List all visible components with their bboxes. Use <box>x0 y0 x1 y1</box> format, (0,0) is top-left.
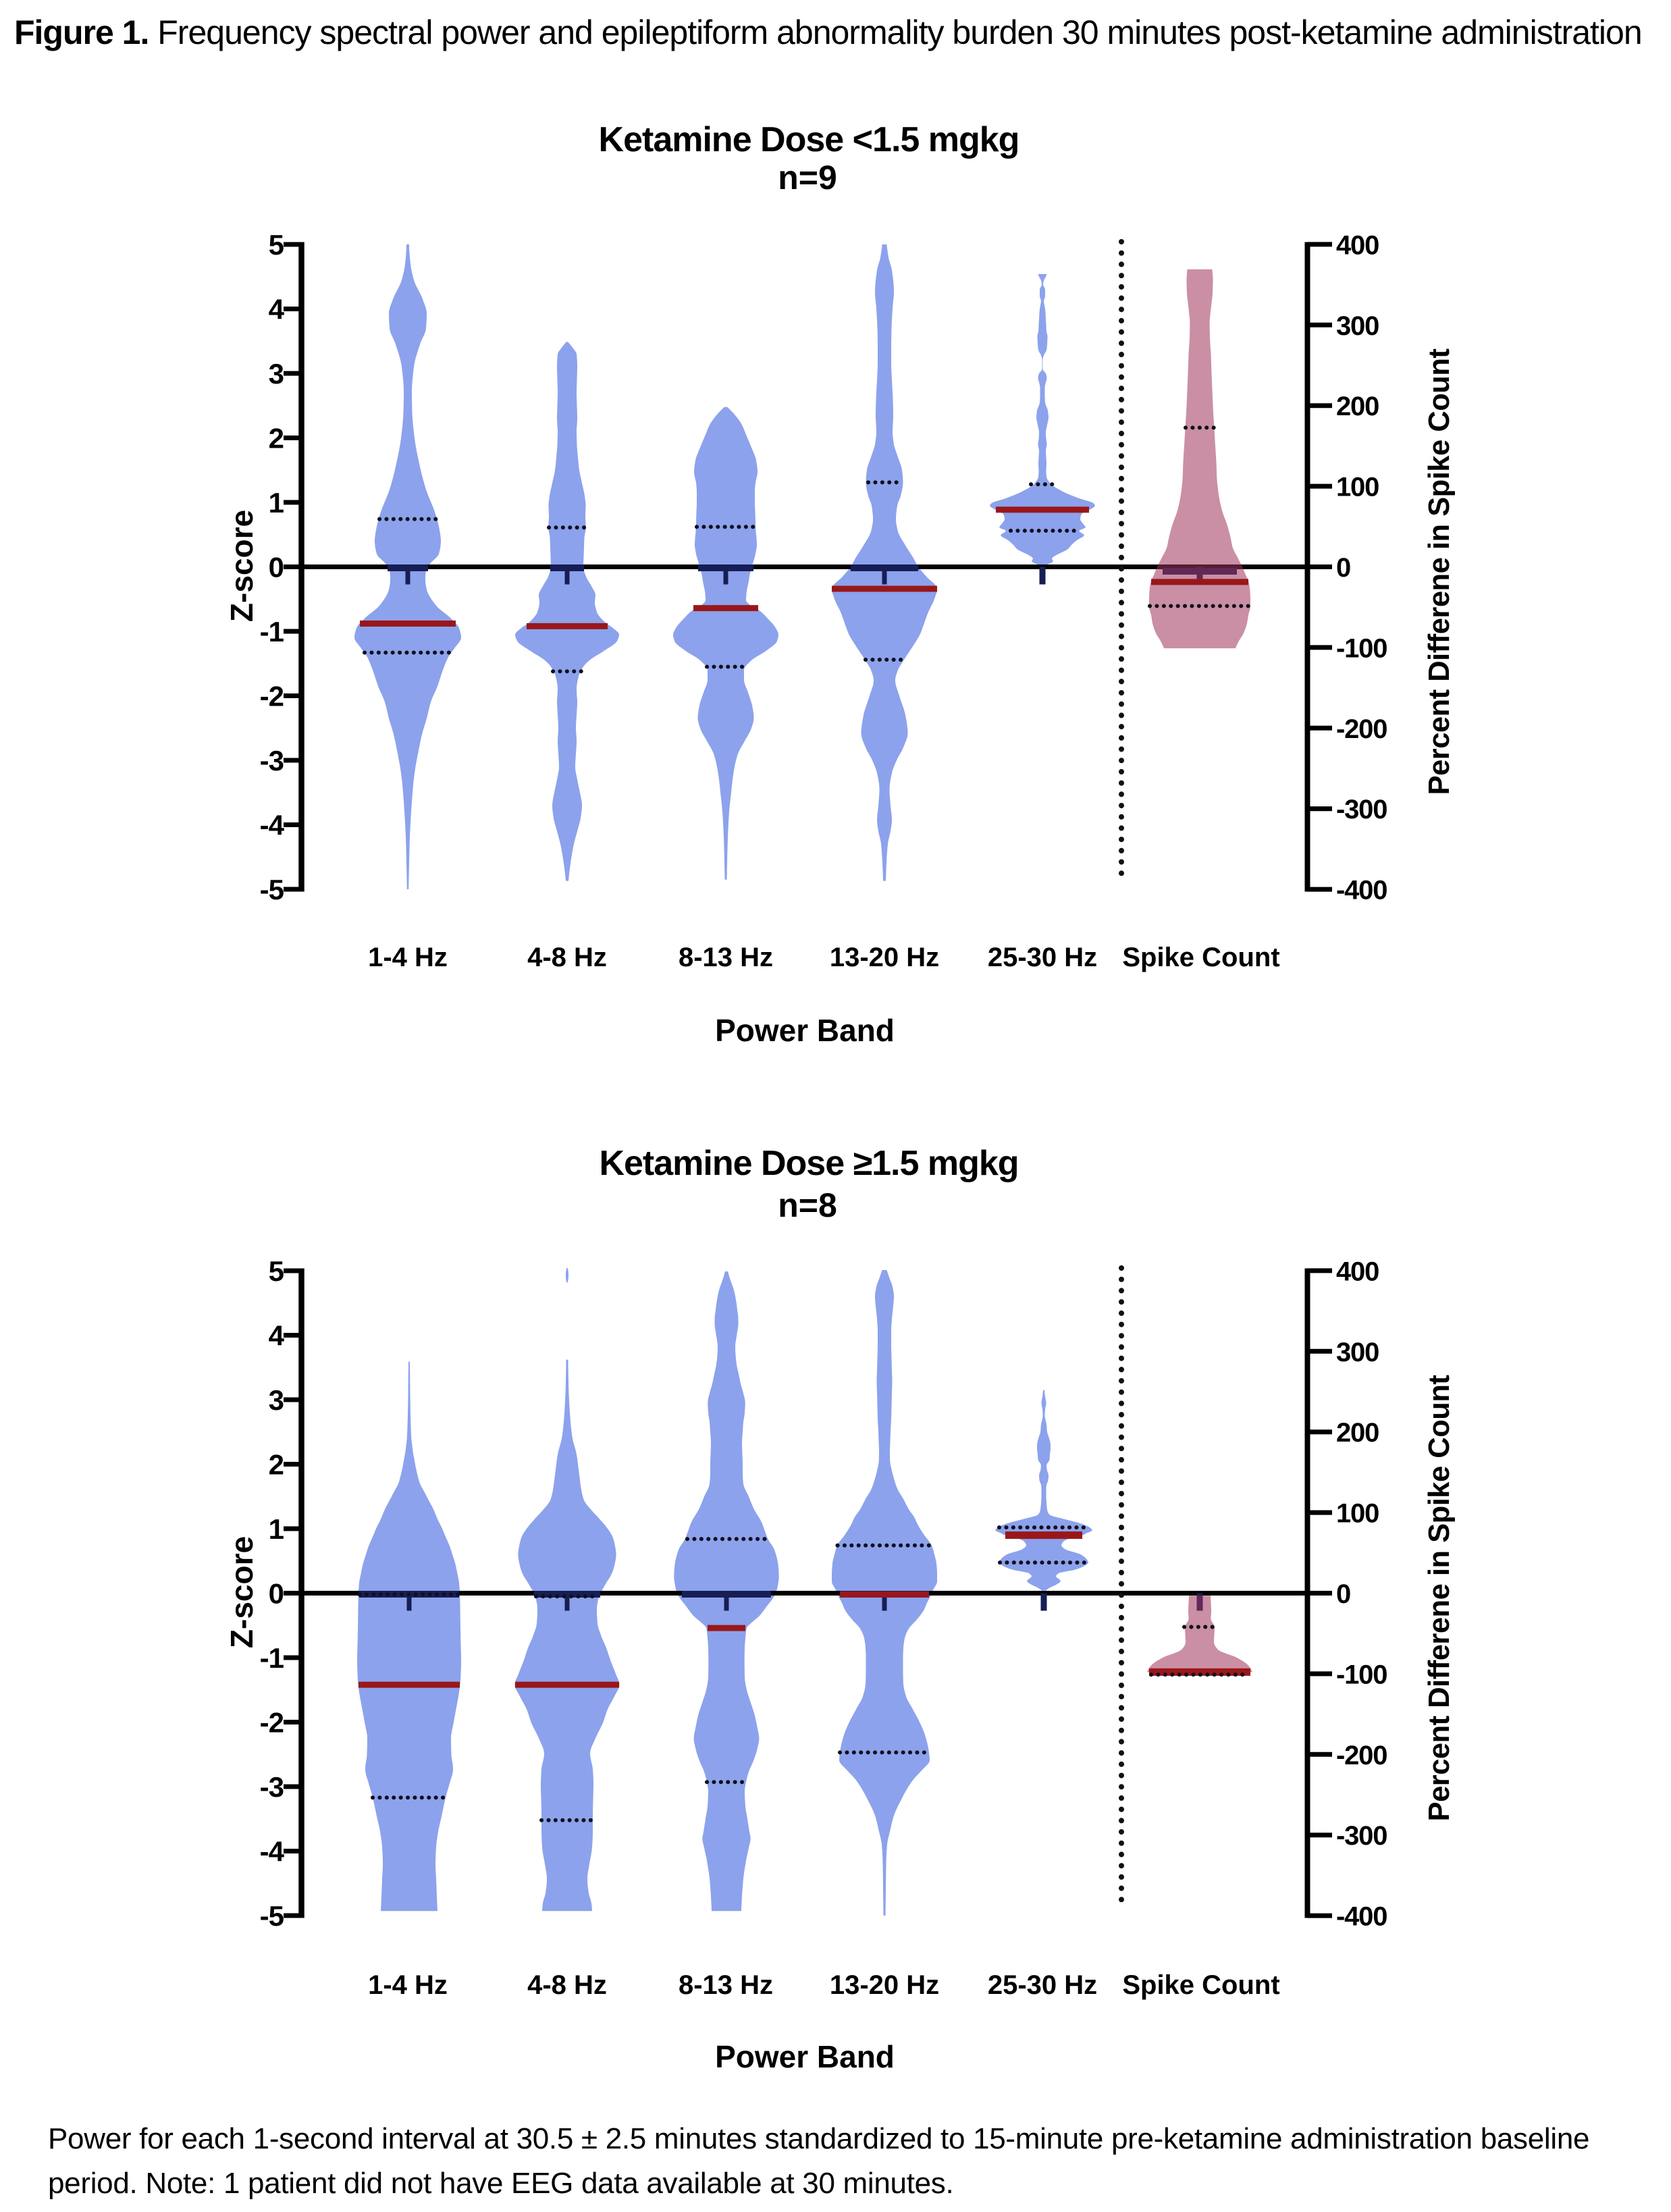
svg-text:period. Note: 1 patient did no: period. Note: 1 patient did not have EEG… <box>48 2167 953 2200</box>
svg-text:1-4 Hz: 1-4 Hz <box>368 943 448 972</box>
svg-text:3: 3 <box>269 358 284 390</box>
svg-text:5: 5 <box>269 1255 284 1287</box>
svg-text:2: 2 <box>269 423 284 454</box>
svg-text:-4: -4 <box>260 810 285 841</box>
svg-text:400: 400 <box>1336 1257 1379 1286</box>
svg-text:n=8: n=8 <box>778 1186 837 1224</box>
svg-text:-400: -400 <box>1336 876 1387 905</box>
svg-text:Z-score: Z-score <box>224 510 259 622</box>
svg-text:1-4 Hz: 1-4 Hz <box>368 1970 448 2000</box>
svg-text:0: 0 <box>269 552 284 583</box>
svg-text:Ketamine Dose <1.5 mgkg: Ketamine Dose <1.5 mgkg <box>599 120 1019 159</box>
svg-text:100: 100 <box>1336 473 1379 502</box>
svg-text:100: 100 <box>1336 1499 1379 1529</box>
svg-text:-2: -2 <box>260 1707 284 1739</box>
svg-text:0: 0 <box>1336 553 1350 583</box>
svg-text:Spike Count: Spike Count <box>1122 1970 1279 2000</box>
svg-text:4: 4 <box>269 294 285 325</box>
svg-text:1: 1 <box>269 487 284 519</box>
svg-text:0: 0 <box>269 1578 284 1610</box>
svg-text:Power Band: Power Band <box>715 2039 895 2074</box>
svg-text:4-8 Hz: 4-8 Hz <box>527 1970 607 2000</box>
svg-text:8-13 Hz: 8-13 Hz <box>679 1970 773 2000</box>
svg-text:Spike Count: Spike Count <box>1122 943 1279 972</box>
svg-text:Percent Differene in Spike Cou: Percent Differene in Spike Count <box>1423 1375 1456 1822</box>
svg-text:0: 0 <box>1336 1579 1350 1609</box>
svg-text:4: 4 <box>269 1320 285 1352</box>
svg-text:-300: -300 <box>1336 1821 1387 1851</box>
svg-text:300: 300 <box>1336 1338 1379 1367</box>
svg-text:Percent Differene in Spike Cou: Percent Differene in Spike Count <box>1423 349 1456 795</box>
svg-text:-300: -300 <box>1336 795 1387 824</box>
svg-text:Power Band: Power Band <box>715 1013 895 1048</box>
svg-text:5: 5 <box>269 229 284 261</box>
svg-text:-1: -1 <box>260 1642 284 1674</box>
svg-text:4-8 Hz: 4-8 Hz <box>527 943 607 972</box>
svg-text:Figure 1. Frequency spectral p: Figure 1. Frequency spectral power and e… <box>14 14 1642 51</box>
svg-text:3: 3 <box>269 1384 284 1416</box>
svg-text:25-30 Hz: 25-30 Hz <box>988 943 1097 972</box>
svg-text:-3: -3 <box>260 1771 284 1803</box>
svg-text:-4: -4 <box>260 1836 285 1868</box>
svg-text:400: 400 <box>1336 230 1379 260</box>
svg-text:Z-score: Z-score <box>224 1536 259 1648</box>
svg-text:-400: -400 <box>1336 1902 1387 1932</box>
svg-text:13-20 Hz: 13-20 Hz <box>830 1970 939 2000</box>
svg-text:2: 2 <box>269 1449 284 1481</box>
svg-text:Ketamine Dose ≥1.5 mgkg: Ketamine Dose ≥1.5 mgkg <box>599 1144 1018 1183</box>
svg-text:200: 200 <box>1336 1418 1379 1448</box>
svg-text:-100: -100 <box>1336 633 1387 663</box>
svg-text:-100: -100 <box>1336 1660 1387 1689</box>
svg-text:-200: -200 <box>1336 1741 1387 1770</box>
svg-text:-1: -1 <box>260 616 284 648</box>
svg-text:-5: -5 <box>260 874 284 905</box>
svg-text:13-20 Hz: 13-20 Hz <box>830 943 939 972</box>
svg-text:200: 200 <box>1336 392 1379 421</box>
svg-text:8-13 Hz: 8-13 Hz <box>679 943 773 972</box>
svg-text:Power for each 1-second interv: Power for each 1-second interval at 30.5… <box>48 2122 1589 2155</box>
svg-text:1: 1 <box>269 1513 284 1545</box>
svg-text:-5: -5 <box>260 1900 284 1932</box>
svg-text:-3: -3 <box>260 745 284 776</box>
svg-text:300: 300 <box>1336 311 1379 341</box>
svg-text:n=9: n=9 <box>778 159 837 196</box>
svg-text:25-30 Hz: 25-30 Hz <box>988 1970 1097 2000</box>
svg-text:-200: -200 <box>1336 714 1387 744</box>
svg-text:-2: -2 <box>260 681 284 712</box>
